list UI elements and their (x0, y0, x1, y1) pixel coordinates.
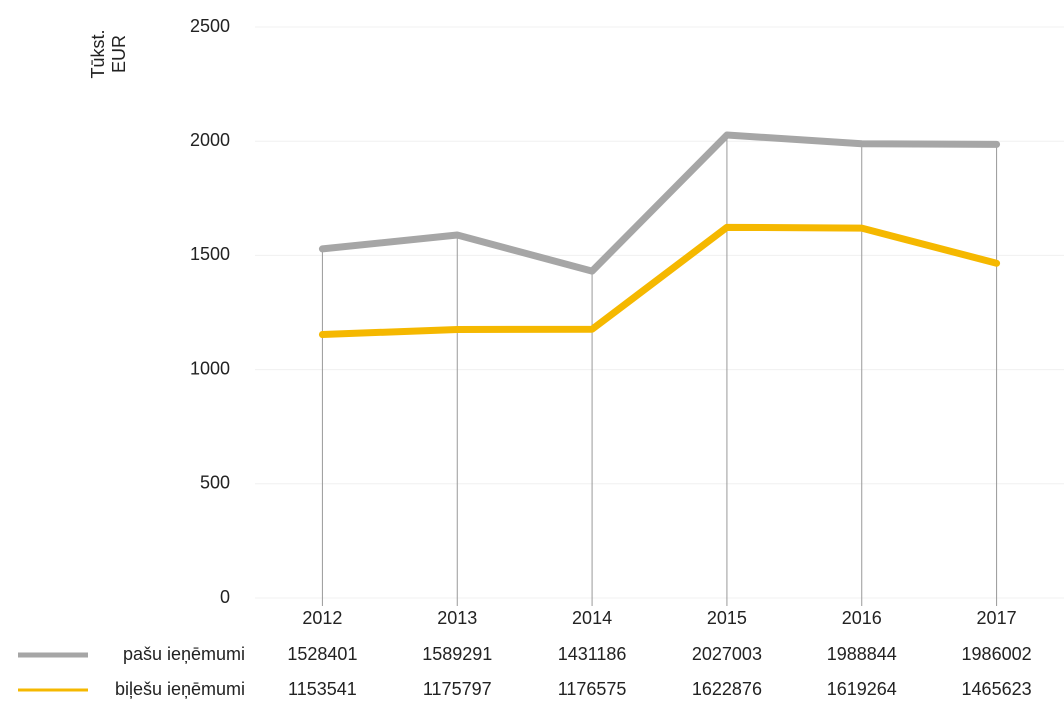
y-tick-label: 2500 (190, 16, 230, 36)
table-value: 2027003 (692, 644, 762, 664)
x-tick-label: 2016 (842, 608, 882, 628)
table-value: 1431186 (558, 644, 627, 664)
table-value: 1176575 (558, 679, 627, 699)
table-value: 1986002 (962, 644, 1032, 664)
y-tick-label: 2000 (190, 130, 230, 150)
table-value: 1622876 (692, 679, 762, 699)
table-value: 1528401 (287, 644, 357, 664)
table-value: 1175797 (423, 679, 492, 699)
series-line (318, 131, 1001, 275)
x-tick-label: 2012 (302, 608, 342, 628)
y-tick-label: 500 (200, 473, 230, 493)
y-tick-label: 0 (220, 587, 230, 607)
legend-label: biļešu ieņēmumi (115, 679, 245, 699)
x-tick-label: 2013 (437, 608, 477, 628)
table-value: 1589291 (422, 644, 492, 664)
y-tick-label: 1500 (190, 244, 230, 264)
series-line (318, 223, 1001, 339)
x-tick-label: 2014 (572, 608, 612, 628)
table-value: 1619264 (827, 679, 897, 699)
y-tick-label: 1000 (190, 358, 230, 378)
table-value: 1465623 (962, 679, 1032, 699)
x-tick-label: 2015 (707, 608, 747, 628)
table-value: 1988844 (827, 644, 897, 664)
x-tick-label: 2017 (977, 608, 1017, 628)
table-value: 1153541 (288, 679, 357, 699)
y-axis-label: Tūkst. EUR (88, 29, 129, 79)
legend-label: pašu ieņēmumi (123, 644, 245, 664)
